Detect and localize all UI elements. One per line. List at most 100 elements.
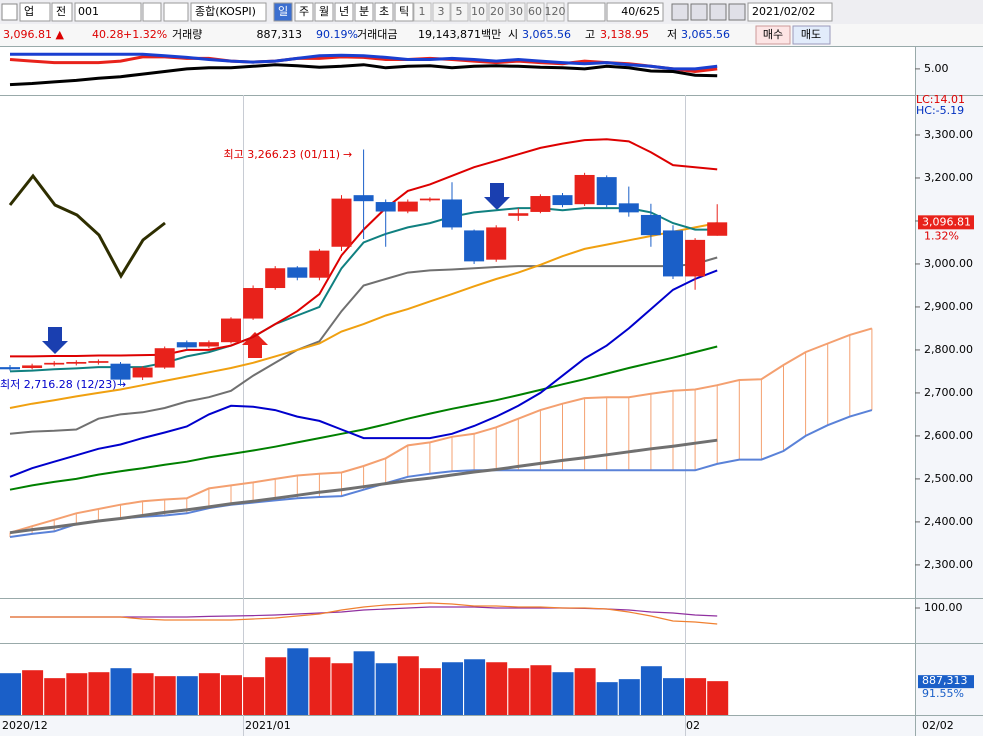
volume-tag-pct: 91.55% [922,687,964,700]
volume: 887,313 [257,28,303,41]
candle-body [221,318,241,343]
tool-icon[interactable] [728,3,746,21]
price-tag-pct: 1.32% [924,229,959,242]
tool-icon[interactable] [709,3,727,21]
period-button[interactable] [354,2,374,22]
volume-bar [397,656,419,715]
high-label: 고 [585,28,595,41]
period-label: 년 [339,5,349,18]
tool-icon[interactable] [671,3,689,21]
ma-line [9,269,718,478]
y-tick-label: 2,500.00 [924,472,973,485]
indicator-line [9,63,718,87]
menu-icon[interactable] [1,3,18,21]
count: 40/625 [621,5,660,18]
volume-bar [22,670,44,715]
tool-icon[interactable] [690,3,708,21]
interval-label: 60 [528,5,542,18]
amount-label: 거래대금 [357,28,397,41]
interval-button[interactable] [526,2,545,22]
sell-button[interactable] [792,25,831,45]
interval-button[interactable] [488,2,507,22]
sort: 전 [56,5,66,18]
interval-input[interactable] [567,2,606,22]
volume-bar [154,676,176,715]
arrow-glyph: → [117,378,126,391]
low-label: 저 [667,28,677,41]
candle-body [353,195,374,202]
period-button[interactable] [314,2,334,22]
interval-button[interactable] [413,2,432,22]
ma-line [9,438,718,535]
mini-line [8,173,166,280]
sort-button[interactable] [51,2,73,22]
lc-label: LC:14.01 [916,93,965,106]
sound-button[interactable] [163,2,189,22]
volume-bar [353,651,375,715]
y-tick-label: 2,800.00 [924,343,973,356]
date: 2021/02/02 [752,5,815,18]
buy-button[interactable] [755,25,791,45]
y-tick-label: 3,000.00 [924,257,973,270]
volume-bar [176,676,198,715]
period-label: 틱 [399,5,409,18]
interval-button[interactable] [450,2,469,22]
candle-body [88,361,109,363]
y-tick-label: 2,900.00 [924,300,973,313]
interval-label: 3 [438,5,445,18]
interval-button[interactable] [507,2,526,22]
interval-button[interactable] [469,2,488,22]
high: 3,138.95 [600,28,649,41]
ma-line [9,256,718,435]
candle-body [419,198,440,201]
period-button[interactable] [394,2,414,22]
volume-bar [486,662,508,715]
indicator-line [10,52,718,71]
candle-body [596,177,617,206]
volume-bar [596,682,618,715]
candle-body [0,367,20,370]
y-tick-label: 2,700.00 [924,386,973,399]
price: 3,096.81 ▲ [3,28,64,41]
amount: 19,143,871백만 [418,28,501,41]
volume-bar [287,648,309,715]
interval-label: 10 [471,5,485,18]
candle-body [663,230,683,277]
volume-tag-label: 887,313 [922,674,968,687]
market: 업 [24,5,34,18]
volume-bar [66,673,88,715]
ma-line [9,222,718,409]
market-select[interactable] [19,2,51,22]
period-label: 초 [379,5,389,18]
volume-bar [530,665,552,715]
period-button[interactable] [374,2,394,22]
y-tick-label: 2,400.00 [924,515,973,528]
candle-body [154,348,175,368]
volume-bar [419,668,441,715]
period-button[interactable] [334,2,354,22]
period-label: 일 [278,4,288,18]
interval-label: 5 [456,5,463,18]
volume-bar [552,672,574,715]
code-input[interactable] [74,2,142,22]
search-button[interactable] [142,2,162,22]
candle-body [287,267,308,278]
candle-body [243,288,264,319]
interval-button[interactable] [546,2,565,22]
interval-button[interactable] [432,2,451,22]
candle-body [552,195,573,206]
open-label: 시 [508,28,518,41]
candle-body [265,268,286,289]
period-button[interactable] [294,2,314,22]
period-button[interactable] [273,2,293,22]
quote-bg [0,24,983,46]
volume-bar [265,657,287,715]
candle-body [66,361,87,364]
date-input[interactable] [747,2,833,22]
arrow-glyph: → [343,148,352,161]
panel-borders [0,46,983,736]
x-tick-label: 2021/01 [245,719,291,732]
volume-bar [331,663,353,715]
